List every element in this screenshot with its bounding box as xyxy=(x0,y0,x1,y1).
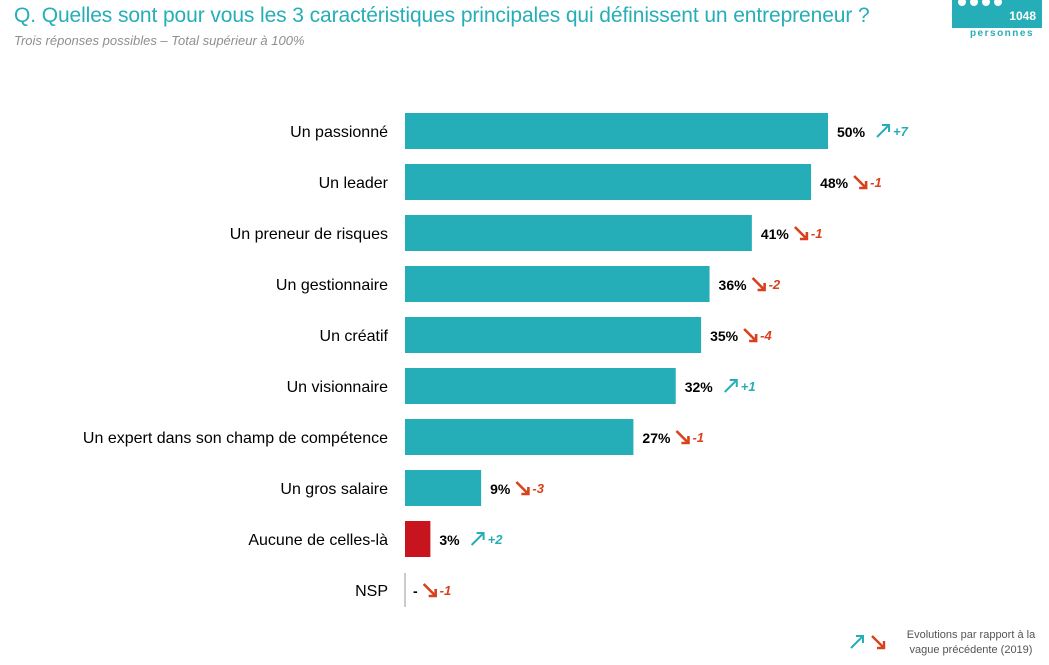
bar xyxy=(405,521,431,557)
trend-up-arrow xyxy=(470,532,485,546)
trend-down-arrow xyxy=(422,583,437,598)
change-label: -4 xyxy=(760,328,772,343)
category-label: Un preneur de risques xyxy=(230,226,388,243)
sample-unit: personnes xyxy=(969,28,1035,39)
category-label: Un leader xyxy=(319,175,389,192)
chart-subtitle: Trois réponses possibles – Total supérie… xyxy=(14,33,305,48)
change-label: +7 xyxy=(893,124,909,139)
value-label: 35% xyxy=(710,328,739,344)
evolution-arrows-icon xyxy=(850,635,886,650)
sample-count: 1048 xyxy=(1009,9,1036,23)
trend-down-arrow xyxy=(515,481,530,496)
category-label: Un créatif xyxy=(320,328,389,345)
trend-up-arrow xyxy=(876,124,891,138)
legend-text: Evolutions par rapport à la vague précéd… xyxy=(906,629,1036,656)
trend-down-arrow xyxy=(853,175,868,190)
category-label: Un passionné xyxy=(290,124,388,141)
value-label: - xyxy=(413,583,418,599)
value-label: 27% xyxy=(642,430,671,446)
value-label: 50% xyxy=(837,124,866,140)
sample-size-badge: 1048 xyxy=(952,0,1042,28)
trend-down-arrow xyxy=(751,277,766,292)
bar xyxy=(405,419,634,455)
value-label: 48% xyxy=(820,175,849,191)
people-icon xyxy=(958,0,1002,6)
change-label: -3 xyxy=(532,481,544,496)
change-label: -1 xyxy=(440,583,452,598)
category-label: Un gestionnaire xyxy=(276,277,388,294)
bar xyxy=(405,368,676,404)
change-label: -1 xyxy=(870,175,882,190)
bar xyxy=(405,164,812,200)
value-label: 9% xyxy=(490,481,511,497)
category-label: Un gros salaire xyxy=(280,481,388,498)
trend-up-arrow xyxy=(724,379,738,393)
category-label: Aucune de celles-là xyxy=(248,532,388,549)
category-label: Un expert dans son champ de compétence xyxy=(83,430,388,447)
bar xyxy=(405,317,702,353)
bar xyxy=(405,215,752,251)
change-label: -2 xyxy=(769,277,781,292)
bar xyxy=(405,470,482,506)
category-label: Un visionnaire xyxy=(287,379,388,396)
value-label: 36% xyxy=(719,277,748,293)
trend-down-arrow xyxy=(743,328,758,343)
bar xyxy=(405,266,710,302)
change-label: +1 xyxy=(741,379,756,394)
value-label: 32% xyxy=(685,379,714,395)
chart-title: Q. Quelles sont pour vous les 3 caractér… xyxy=(14,4,870,27)
value-label: 3% xyxy=(439,532,460,548)
change-label: -1 xyxy=(692,430,704,445)
change-label: -1 xyxy=(811,226,823,241)
bar xyxy=(405,113,828,149)
trend-down-arrow xyxy=(793,226,809,241)
change-label: +2 xyxy=(488,532,504,547)
value-label: 41% xyxy=(761,226,790,242)
trend-down-arrow xyxy=(675,430,690,445)
category-label: NSP xyxy=(355,583,388,600)
